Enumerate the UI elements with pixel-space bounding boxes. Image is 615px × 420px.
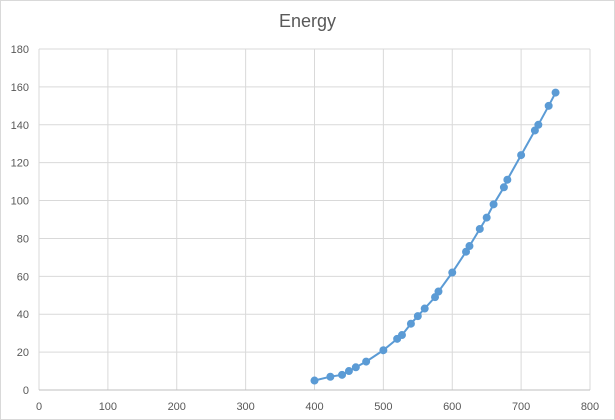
data-point [397, 331, 406, 340]
data-point [530, 126, 539, 135]
data-point [465, 242, 474, 251]
x-tick-label: 0 [36, 401, 42, 413]
data-point [462, 247, 471, 256]
data-point [344, 367, 353, 376]
data-point [413, 312, 422, 321]
y-tick-label: 180 [11, 44, 29, 56]
y-tick-label: 40 [17, 309, 29, 321]
data-point [310, 376, 319, 385]
chart-title: Energy [278, 11, 337, 31]
y-tick-label: 160 [11, 82, 29, 94]
series-line [314, 92, 557, 382]
data-point [420, 304, 429, 313]
y-tick-label: 80 [17, 233, 29, 245]
data-point [517, 151, 526, 160]
x-tick-label: 200 [168, 401, 186, 413]
data-point [351, 363, 360, 372]
x-tick-label: 300 [236, 401, 254, 413]
data-point [489, 200, 498, 209]
data-point [434, 287, 443, 296]
y-tick-label: 60 [17, 271, 29, 283]
data-point [379, 346, 388, 355]
data-point [544, 101, 553, 110]
data-point [482, 213, 491, 222]
x-tick-label: 600 [443, 401, 461, 413]
data-point [326, 372, 335, 381]
data-point [503, 175, 512, 184]
y-tick-label: 140 [11, 120, 29, 132]
y-tick-label: 0 [23, 385, 29, 397]
y-tick-label: 100 [11, 196, 29, 208]
x-tick-label: 100 [99, 401, 117, 413]
data-point [362, 357, 371, 366]
data-point [448, 268, 457, 277]
x-tick-label: 400 [305, 401, 323, 413]
x-tick-label: 500 [374, 401, 392, 413]
data-point [551, 88, 560, 97]
data-point [406, 319, 415, 328]
data-point [534, 120, 543, 129]
data-point [475, 224, 484, 233]
data-point [431, 293, 440, 302]
data-point [499, 183, 508, 192]
x-tick-label: 800 [581, 401, 599, 413]
y-tick-label: 20 [17, 347, 29, 359]
x-tick-label: 700 [512, 401, 530, 413]
y-tick-label: 120 [11, 158, 29, 170]
data-point [338, 370, 347, 379]
